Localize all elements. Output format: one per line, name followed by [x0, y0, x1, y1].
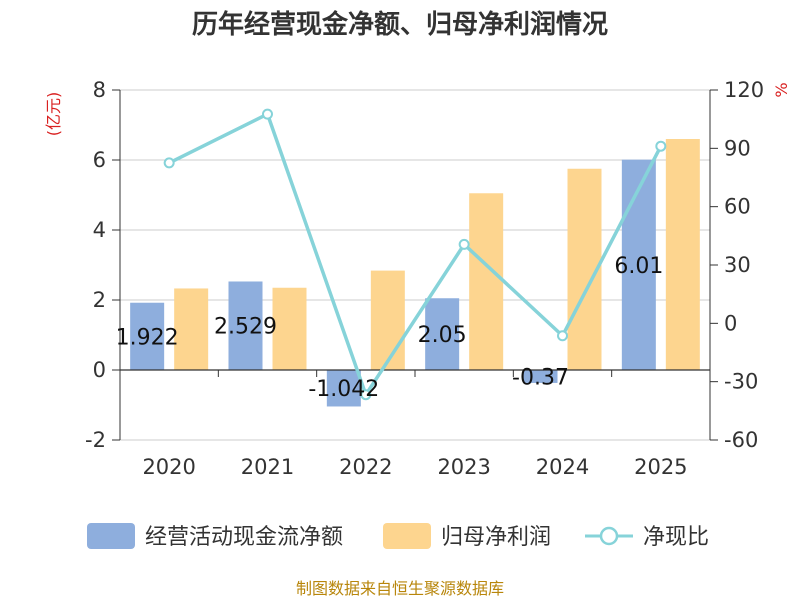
ratio-point-2025: [655, 140, 667, 152]
right-tick-label: -30: [724, 370, 758, 394]
bar-cashflow-2020: [130, 302, 165, 370]
legend-label-ratio: 净现比: [643, 525, 709, 550]
bar-label-2023: 2.05: [418, 323, 467, 348]
bar-label-2020: 1.922: [116, 325, 179, 350]
left-tick-label: 2: [93, 288, 106, 312]
left-tick-label: 0: [93, 358, 106, 382]
right-tick-label: -60: [724, 428, 758, 452]
legend-label-profit: 归母净利润: [441, 525, 551, 550]
legend-swatch-cashflow: [87, 523, 135, 549]
right-tick-label: 120: [724, 78, 764, 102]
left-tick-label: 6: [93, 148, 106, 172]
legend-swatch-profit: [383, 523, 431, 549]
legend-item-cashflow[interactable]: 经营活动现金流净额: [87, 523, 343, 550]
right-tick-label: 30: [724, 253, 751, 277]
left-axis-unit: (亿元): [44, 92, 63, 137]
legend-label-cashflow: 经营活动现金流净额: [145, 525, 343, 550]
ratio-point-2020: [163, 157, 175, 169]
legend: 经营活动现金流净额 归母净利润 净现比: [87, 523, 709, 550]
ratio-point-2024: [557, 330, 568, 342]
bar-cashflow-2025: [621, 159, 656, 370]
bar-cashflow-2023: [425, 298, 460, 370]
legend-item-profit[interactable]: 归母净利润: [383, 523, 551, 550]
bar-cashflow-2022: [326, 370, 361, 407]
ratio-point-2022: [360, 389, 372, 401]
right-tick-label: 60: [724, 195, 751, 219]
bar-label-2024: -0.37: [512, 365, 569, 390]
ratio-point-2021: [262, 108, 273, 120]
bar-label-2021: 2.529: [214, 315, 277, 340]
ratio-line: [163, 108, 667, 401]
bar-cashflow-2021: [228, 281, 263, 370]
chart-title: 历年经营现金净额、归母净利润情况: [192, 9, 608, 40]
x-tick-label: 2021: [241, 455, 294, 479]
bar-profit-2025: [665, 139, 700, 370]
bar-profit-2020: [174, 288, 209, 370]
legend-marker-ratio: [599, 526, 619, 546]
source-note: 制图数据来自恒生聚源数据库: [296, 579, 504, 598]
right-tick-label: 90: [724, 136, 751, 160]
ratio-series-line: [168, 112, 663, 397]
legend-item-ratio[interactable]: 净现比: [585, 525, 709, 550]
left-tick-label: -2: [85, 428, 106, 452]
bar-profit-2023: [469, 193, 504, 370]
x-tick-label: 2023: [437, 455, 490, 479]
x-tick-label: 2025: [634, 455, 687, 479]
bar-profit-2021: [272, 287, 307, 370]
x-tick-label: 2022: [339, 455, 392, 479]
bars: [130, 139, 700, 407]
x-tick-label: 2024: [536, 455, 589, 479]
right-axis-ticks: -60 -30 0 30 60 90 120: [710, 78, 764, 452]
axes: [119, 90, 711, 440]
right-axis-unit: %: [772, 82, 791, 97]
right-tick-label: 0: [724, 311, 737, 335]
bar-cashflow-2024: [523, 370, 558, 383]
ratio-point-2023: [458, 238, 470, 250]
bar-label-2025: 6.01: [614, 254, 663, 279]
x-tick-label: 2020: [142, 455, 195, 479]
bar-label-2022: -1.042: [308, 377, 379, 402]
x-axis-ticks: 2020 2021 2022 2023 2024 2025: [142, 455, 687, 479]
bar-profit-2022: [370, 270, 405, 370]
bar-data-labels: 1.922 2.529 -1.042 2.05 -0.37 6.01: [116, 254, 664, 402]
left-tick-label: 4: [93, 218, 106, 242]
left-axis-ticks: -2 0 2 4 6 8: [85, 78, 120, 452]
left-tick-label: 8: [93, 78, 106, 102]
